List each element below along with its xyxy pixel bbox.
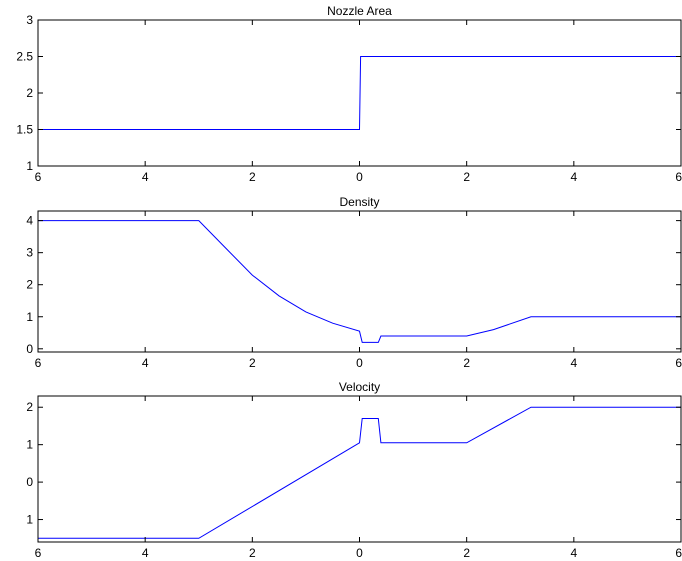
x-tick-label: 4 [570,170,577,184]
x-tick-label: 6 [35,546,42,560]
x-tick-label: 2 [463,170,470,184]
x-tick-label: 2 [463,546,470,560]
x-tick-label: 4 [570,546,577,560]
chart-title: Density [339,195,379,209]
x-tick-label: 4 [142,356,149,370]
y-tick-label: 2.5 [16,50,33,64]
x-tick-label: 6 [35,170,42,184]
y-tick-label: 1 [26,513,33,527]
x-tick-label: 0 [356,170,363,184]
x-tick-label: 4 [142,170,149,184]
x-tick-label: 2 [249,170,256,184]
y-tick-label: 4 [26,214,33,228]
x-tick-label: 2 [463,356,470,370]
x-tick-label: 6 [675,356,682,370]
series-line [38,220,681,343]
axes-frame [37,395,682,543]
series-line [38,56,681,130]
y-tick-label: 1.5 [16,123,33,137]
y-tick-label: 0 [26,475,33,489]
series-line [38,406,681,539]
x-tick-label: 4 [570,356,577,370]
chart-title: Nozzle Area [327,4,392,18]
x-tick-label: 4 [142,546,149,560]
y-tick-label: 1 [26,438,33,452]
x-tick-label: 6 [35,356,42,370]
chart-panel-3: Velocity 6 4 2 0 2 4 6 1 0 1 2 [26,380,682,560]
y-tick-label: 3 [26,246,33,260]
y-tick-label: 1 [26,310,33,324]
y-tick-label: 2 [26,400,33,414]
y-tick-label: 1 [26,159,33,173]
x-tick-label: 0 [356,356,363,370]
x-tick-label: 2 [249,546,256,560]
y-tick-label: 0 [26,342,33,356]
axes-frame [37,19,682,167]
x-tick-label: 6 [675,546,682,560]
y-tick-label: 2 [26,86,33,100]
x-tick-label: 2 [249,356,256,370]
y-tick-label: 3 [26,13,33,27]
y-tick-label: 2 [26,278,33,292]
x-tick-label: 0 [356,546,363,560]
chart-title: Velocity [339,380,380,394]
x-tick-label: 6 [675,170,682,184]
